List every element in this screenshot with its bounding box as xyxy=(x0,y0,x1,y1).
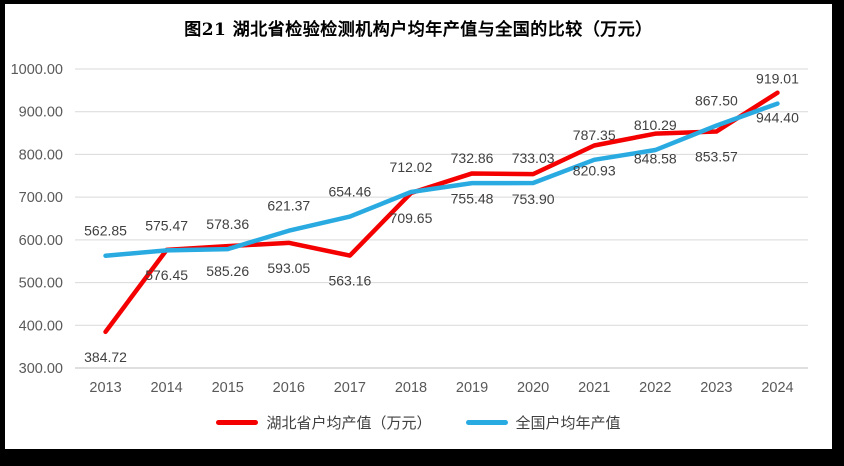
data-label: 848.58 xyxy=(634,151,677,167)
legend-item-hubei: 湖北省户均产值（万元） xyxy=(216,412,432,433)
data-label: 563.16 xyxy=(328,273,371,289)
x-tick-label: 2016 xyxy=(273,380,305,396)
x-tick-label: 2020 xyxy=(517,380,549,396)
series-line-1 xyxy=(103,101,780,258)
x-tick-label: 2023 xyxy=(700,380,732,396)
legend-line-swatch-blue xyxy=(465,420,508,425)
data-label: 585.26 xyxy=(206,263,249,279)
data-label: 787.35 xyxy=(573,127,616,143)
x-tick-label: 2014 xyxy=(150,380,182,396)
x-tick-label: 2021 xyxy=(578,380,610,396)
y-tick-label: 700.00 xyxy=(19,190,63,206)
chart-legend: 湖北省户均产值（万元） 全国户均年产值 xyxy=(5,412,832,433)
y-tick-label: 900.00 xyxy=(19,105,63,121)
y-tick-label: 1000.00 xyxy=(11,62,63,78)
legend-line-swatch-red xyxy=(216,420,259,425)
data-label: 593.05 xyxy=(267,260,310,276)
x-tick-label: 2015 xyxy=(212,380,244,396)
y-tick-label: 500.00 xyxy=(19,276,63,292)
x-tick-label: 2022 xyxy=(639,380,671,396)
data-label: 384.72 xyxy=(84,349,127,365)
legend-label-hubei: 湖北省户均产值（万元） xyxy=(266,415,432,432)
data-label: 867.50 xyxy=(695,93,738,109)
data-label: 810.29 xyxy=(634,117,677,133)
data-label: 753.90 xyxy=(512,191,555,207)
data-label: 919.01 xyxy=(756,71,799,87)
data-label: 712.02 xyxy=(390,159,433,175)
series-line-0 xyxy=(103,90,780,335)
line-chart-plot: 300.00 400.00 500.00 600.00 700.00 800.00 900.… xyxy=(11,62,808,396)
y-tick-label: 400.00 xyxy=(19,318,63,334)
data-label: 562.85 xyxy=(84,223,127,239)
data-label: 576.45 xyxy=(145,267,188,283)
data-label: 755.48 xyxy=(451,190,494,206)
data-label: 944.40 xyxy=(756,110,799,126)
x-tick-label: 2017 xyxy=(334,380,366,396)
data-label: 820.93 xyxy=(573,162,616,178)
data-label: 733.03 xyxy=(512,150,555,166)
x-tick-label: 2019 xyxy=(456,380,488,396)
data-label: 621.37 xyxy=(267,198,310,214)
data-label: 732.86 xyxy=(451,150,494,166)
chart-title: 图21 湖北省检验检测机构户均年产值与全国的比较（万元） xyxy=(184,20,653,40)
x-tick-label: 2018 xyxy=(395,380,427,396)
y-tick-label: 300.00 xyxy=(19,361,63,377)
data-label: 709.65 xyxy=(390,210,433,226)
y-tick-label: 800.00 xyxy=(19,147,63,163)
data-label: 853.57 xyxy=(695,149,738,165)
legend-item-national: 全国户均年产值 xyxy=(465,412,621,433)
data-label: 654.46 xyxy=(328,184,371,200)
x-tick-label: 2013 xyxy=(89,380,121,396)
data-label: 575.47 xyxy=(145,217,188,233)
legend-label-national: 全国户均年产值 xyxy=(515,415,621,432)
y-tick-label: 600.00 xyxy=(19,233,63,249)
data-label: 578.36 xyxy=(206,216,249,232)
x-tick-label: 2024 xyxy=(761,380,793,396)
